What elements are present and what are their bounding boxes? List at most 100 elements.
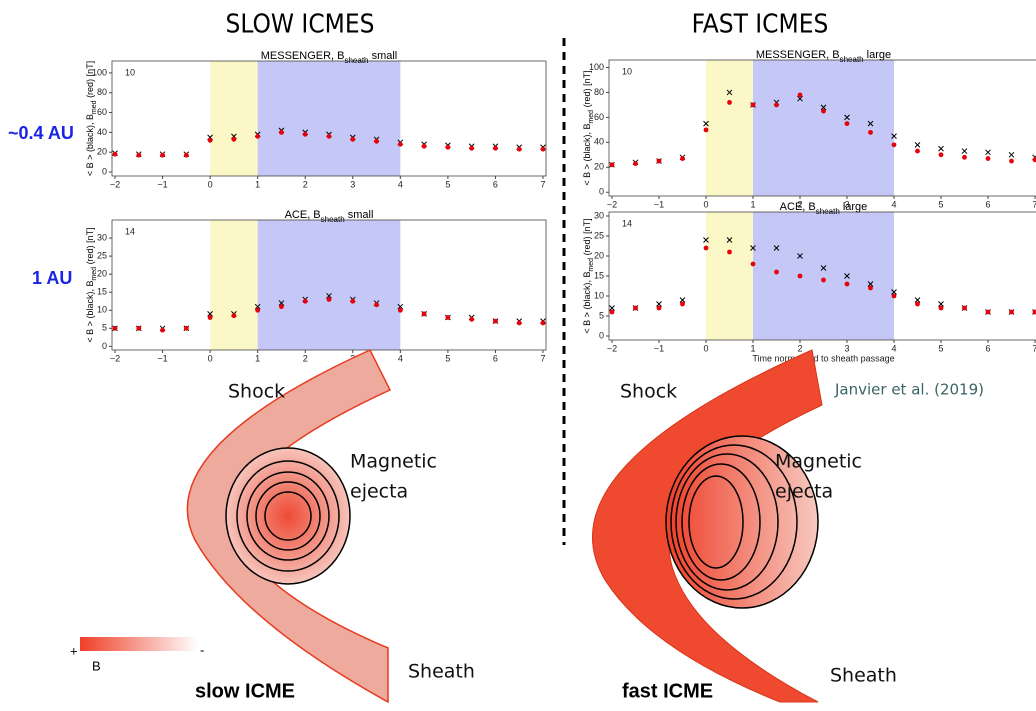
x-tick-label: 1 xyxy=(750,199,755,209)
y-tick-label: 0 xyxy=(102,166,107,176)
legend-label: B xyxy=(92,658,101,673)
region xyxy=(258,220,401,350)
y-tick-label: 30 xyxy=(97,232,107,242)
slow-title: SLOW ICMES xyxy=(226,10,375,40)
data-point xyxy=(962,306,967,311)
title-part: large xyxy=(864,49,892,61)
annotation: 10 xyxy=(125,67,135,77)
data-point xyxy=(493,146,498,151)
x-tick-label: 4 xyxy=(398,179,403,189)
x-tick-label: 7 xyxy=(540,179,545,189)
data-point xyxy=(986,310,991,315)
y-tick-label: 15 xyxy=(594,270,604,280)
data-point xyxy=(184,326,189,331)
data-point xyxy=(208,138,213,143)
data-point xyxy=(160,328,165,333)
data-point xyxy=(517,321,522,326)
y-tick-label: 80 xyxy=(97,87,107,97)
y-tick-label: 60 xyxy=(97,107,107,117)
data-point xyxy=(398,142,403,147)
y-tick-label: 10 xyxy=(97,305,107,315)
data-point xyxy=(541,147,546,152)
y-tick-label: 25 xyxy=(97,250,107,260)
sheath-label: Sheath xyxy=(830,665,897,687)
title-part: sheath xyxy=(816,207,840,216)
y-tick-label: 20 xyxy=(594,162,604,172)
data-point xyxy=(398,308,403,313)
y-tick-label: 80 xyxy=(594,87,604,97)
data-point xyxy=(1009,159,1014,164)
x-tick-label: 5 xyxy=(938,343,943,353)
label-part: med xyxy=(91,100,98,114)
x-tick-label: 2 xyxy=(303,353,308,363)
x-tick-label: 2 xyxy=(303,179,308,189)
data-point xyxy=(231,137,236,142)
x-tick-label: 1 xyxy=(255,179,260,189)
data-point xyxy=(184,153,189,158)
data-point xyxy=(680,302,685,307)
x-tick-label: −1 xyxy=(157,179,167,189)
ejecta-label: ejecta xyxy=(350,481,408,503)
title-part: ACE, B xyxy=(285,209,321,221)
x-tick-label: 6 xyxy=(985,199,990,209)
data-point xyxy=(610,310,615,315)
distance-label: ~0.4 AU xyxy=(8,123,74,143)
x-tick-label: 4 xyxy=(398,353,403,363)
title-part: sheath xyxy=(321,215,345,224)
data-point xyxy=(279,304,284,309)
y-axis-label: < B > (black), Bmed (red) [nT] xyxy=(85,227,98,342)
data-point xyxy=(915,149,920,154)
label-part: (red) [nT] xyxy=(582,218,592,258)
y-tick-label: 10 xyxy=(594,290,604,300)
data-point xyxy=(469,146,474,151)
title-part: ACE, B xyxy=(780,201,816,213)
data-point xyxy=(422,311,427,316)
y-tick-label: 20 xyxy=(97,147,107,157)
data-point xyxy=(727,250,732,255)
x-tick-label: 7 xyxy=(1032,343,1036,353)
x-tick-label: 5 xyxy=(445,179,450,189)
data-point xyxy=(303,299,308,304)
data-point xyxy=(868,286,873,291)
label-part: (red) [nT] xyxy=(85,227,95,267)
data-point xyxy=(986,156,991,161)
data-point xyxy=(350,137,355,142)
data-point xyxy=(327,297,332,302)
x-tick-label: 4 xyxy=(891,343,896,353)
label-part: (red) [nT] xyxy=(85,61,95,101)
data-point xyxy=(939,152,944,157)
x-tick-label: 6 xyxy=(493,353,498,363)
shock-label: Shock xyxy=(620,381,677,403)
caption: fast ICME xyxy=(622,680,713,702)
x-tick-label: −2 xyxy=(110,353,120,363)
title-part: MESSENGER, B xyxy=(756,49,840,61)
caption: slow ICME xyxy=(195,680,295,702)
title-part: large xyxy=(840,201,868,213)
data-point xyxy=(255,308,260,313)
data-point xyxy=(541,321,546,326)
data-point xyxy=(845,282,850,287)
region xyxy=(753,212,894,340)
x-tick-label: −2 xyxy=(110,179,120,189)
data-point xyxy=(303,132,308,137)
x-axis-label: Time normalized to sheath passage xyxy=(752,353,894,363)
data-point xyxy=(892,294,897,299)
x-tick-label: 6 xyxy=(493,179,498,189)
x-tick-label: 7 xyxy=(1032,199,1036,209)
data-point xyxy=(374,139,379,144)
data-point xyxy=(374,302,379,307)
ejecta-label: Magnetic xyxy=(350,451,437,473)
y-tick-label: 100 xyxy=(589,62,604,72)
fast-title: FAST ICMES xyxy=(692,10,829,40)
legend-minus: - xyxy=(200,642,204,657)
y-tick-label: 5 xyxy=(599,310,604,320)
data-point xyxy=(350,299,355,304)
data-point xyxy=(208,315,213,320)
data-point xyxy=(422,144,427,149)
data-point xyxy=(845,121,850,126)
data-point xyxy=(798,274,803,279)
label-part: med xyxy=(588,110,595,124)
